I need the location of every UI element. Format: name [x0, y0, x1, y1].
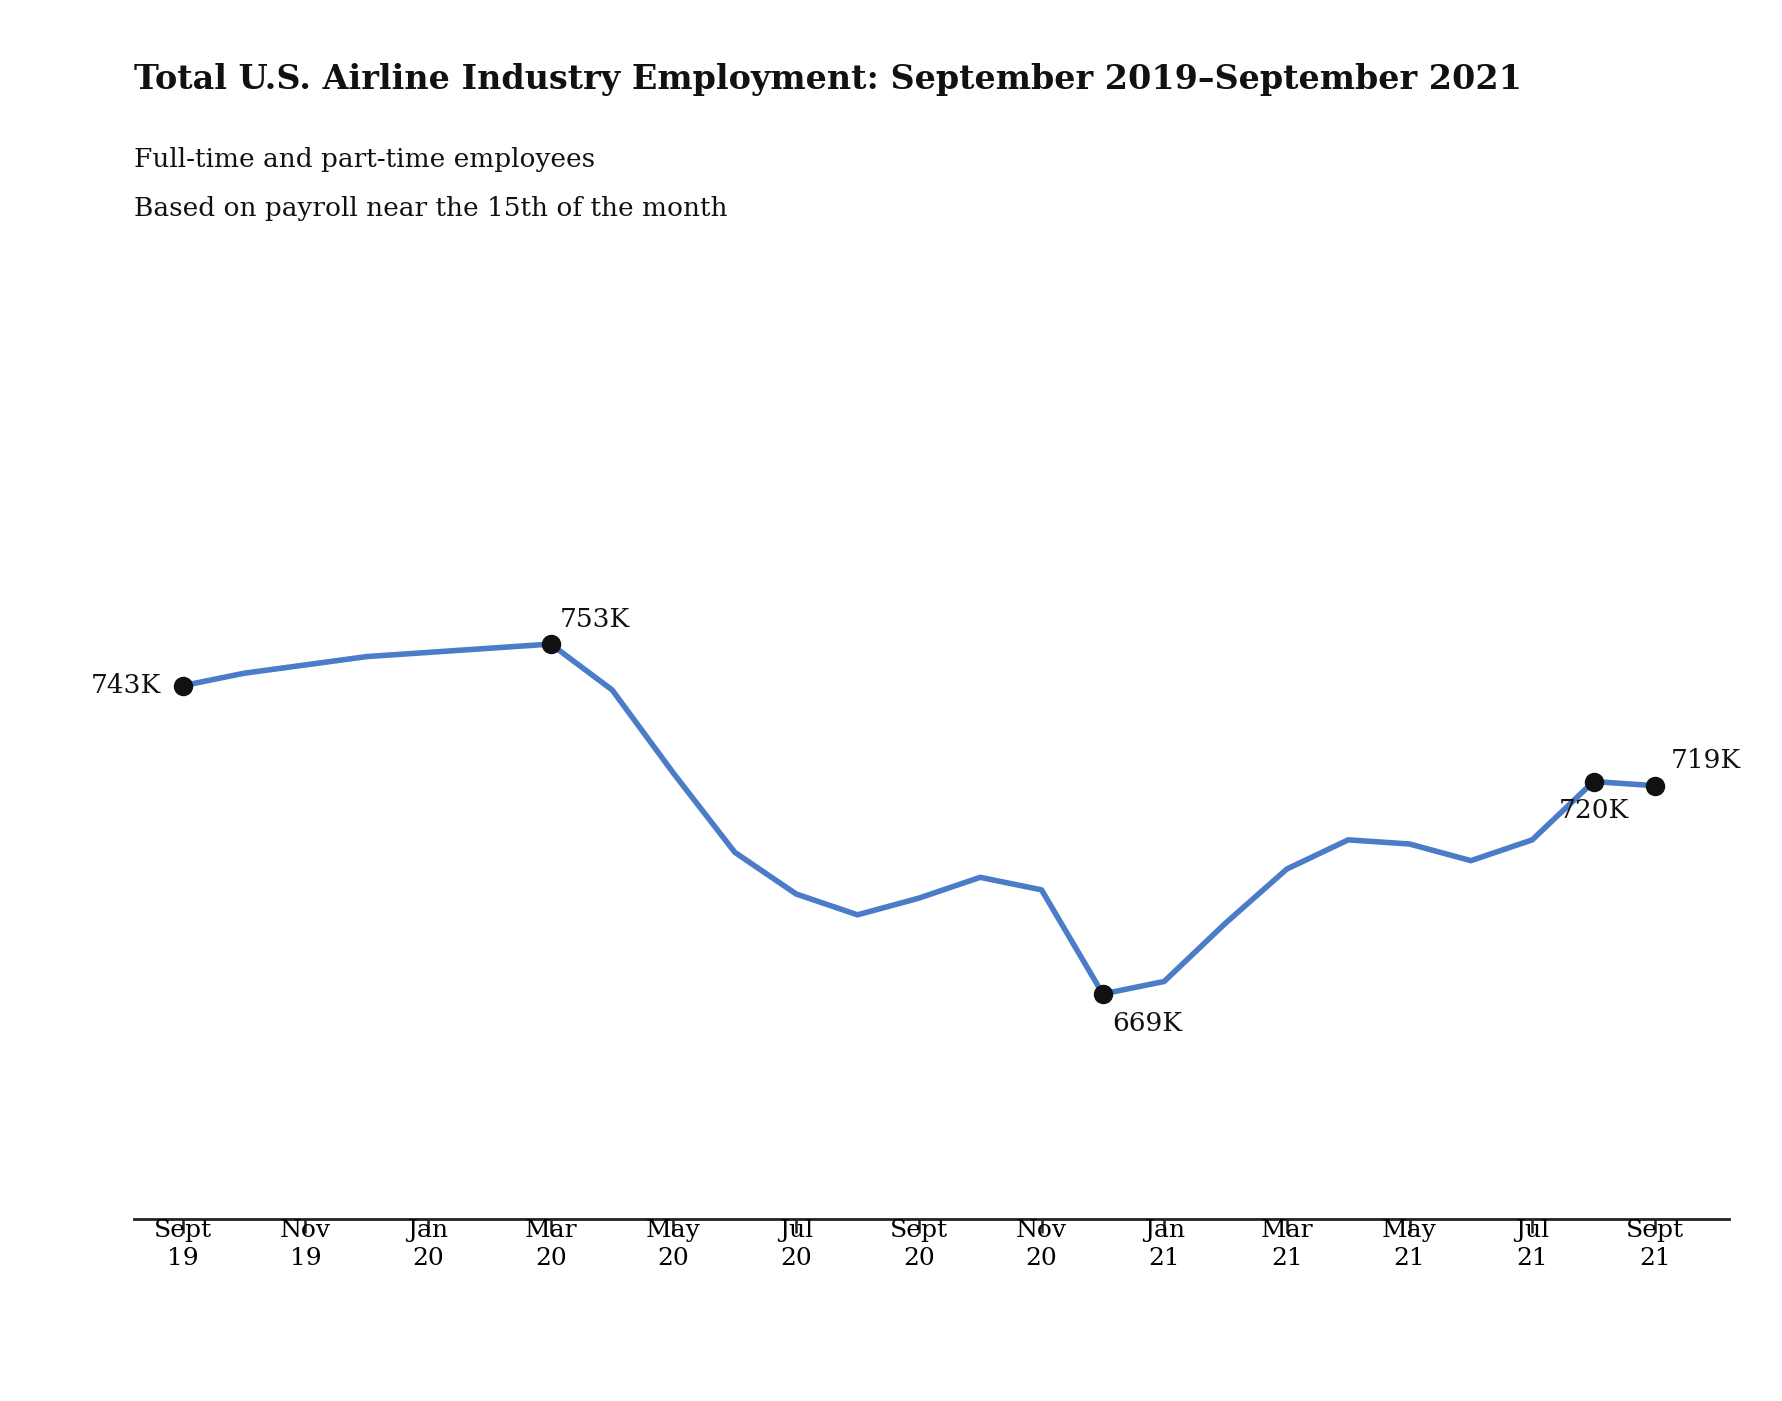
Text: Sept
21: Sept 21 [1625, 1219, 1684, 1271]
Text: Nov
20: Nov 20 [1016, 1219, 1067, 1271]
Point [536, 633, 565, 656]
Text: Jul
20: Jul 20 [779, 1219, 813, 1271]
Text: Mar
21: Mar 21 [1260, 1219, 1313, 1271]
Text: Nov
19: Nov 19 [280, 1219, 331, 1271]
Text: May
20: May 20 [647, 1219, 700, 1271]
Point [169, 674, 198, 696]
Text: 719K: 719K [1670, 748, 1741, 773]
Text: Jan
21: Jan 21 [1144, 1219, 1185, 1271]
Text: Jan
20: Jan 20 [408, 1219, 449, 1271]
Text: Sept
19: Sept 19 [153, 1219, 212, 1271]
Text: Mar
20: Mar 20 [524, 1219, 577, 1271]
Text: Based on payroll near the 15th of the month: Based on payroll near the 15th of the mo… [134, 196, 727, 221]
Text: 753K: 753K [560, 607, 631, 632]
Text: 669K: 669K [1112, 1010, 1181, 1035]
Text: Jul
21: Jul 21 [1515, 1219, 1549, 1271]
Point [1089, 982, 1117, 1005]
Text: May
21: May 21 [1383, 1219, 1436, 1271]
Point [1579, 771, 1607, 793]
Text: 743K: 743K [91, 674, 160, 698]
Text: Full-time and part-time employees: Full-time and part-time employees [134, 147, 595, 172]
Text: Total U.S. Airline Industry Employment: September 2019–September 2021: Total U.S. Airline Industry Employment: … [134, 63, 1522, 97]
Point [1641, 775, 1670, 797]
Text: 720K: 720K [1559, 799, 1629, 824]
Text: Sept
20: Sept 20 [889, 1219, 948, 1271]
